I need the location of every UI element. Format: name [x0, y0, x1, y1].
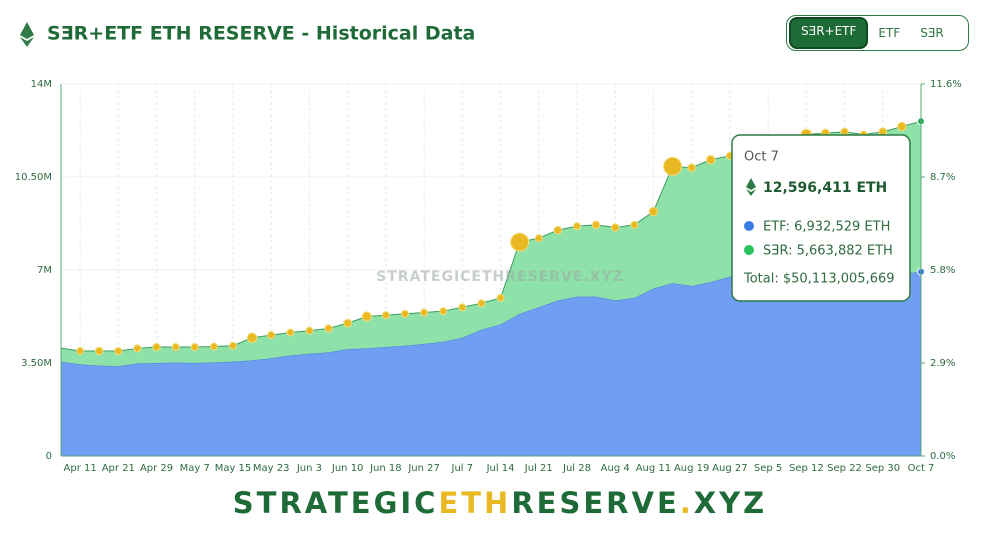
purchase-dot: [114, 346, 123, 356]
purchase-dot: [897, 121, 907, 132]
y2-tick-label: 0.0%: [930, 451, 955, 462]
toggle-button[interactable]: SƎR: [920, 26, 944, 40]
purchase-dot: [573, 222, 581, 231]
purchase-dot: [361, 311, 372, 322]
tooltip-ser: SƎR: 5,663,882 ETH: [763, 244, 893, 259]
logo-part: ETH: [438, 486, 511, 520]
purchase-dot: [305, 326, 314, 335]
toggle-button[interactable]: SƎR+ETF: [789, 17, 869, 49]
purchase-dot: [420, 308, 429, 317]
tooltip: Oct 7 12,596,411 ETH ETF: 6,932,529 ETH …: [731, 134, 911, 302]
x-tick-label: Sep 5: [754, 463, 782, 474]
logo-part: XYZ: [694, 486, 767, 520]
purchase-dot: [553, 225, 563, 235]
logo-part: RESERVE: [511, 486, 679, 520]
logo-part: .: [680, 486, 694, 520]
purchase-dot: [209, 342, 218, 351]
tooltip-date: Oct 7: [744, 150, 779, 165]
purchase-dot: [610, 223, 620, 232]
purchase-dot: [663, 156, 683, 176]
x-tick-label: Apr 11: [64, 463, 97, 474]
x-tick-label: Aug 4: [601, 463, 630, 474]
y-tick-label: 14M: [31, 79, 52, 90]
x-tick-label: Sep 30: [865, 463, 900, 474]
tooltip-etf: ETF: 6,932,529 ETH: [763, 220, 890, 235]
tooltip-usd: Total: $50,113,005,669: [743, 272, 895, 287]
x-tick-label: Jun 27: [407, 463, 440, 474]
purchase-dot: [439, 307, 448, 316]
footer-logo: STRATEGICETHRESERVE.XYZ: [233, 486, 767, 520]
watermark: STRATEGICETHRESERVE.XYZ: [376, 269, 624, 285]
x-tick-label: Jun 10: [331, 463, 364, 474]
y-tick-label: 7M: [37, 265, 52, 276]
purchase-dot: [171, 343, 180, 352]
purchase-dot: [630, 220, 639, 229]
y-tick-label: 3.50M: [21, 358, 52, 369]
tooltip-total: 12,596,411 ETH: [763, 180, 887, 196]
purchase-dot: [591, 220, 601, 230]
purchase-dot: [496, 293, 505, 302]
x-tick-label: Apr 29: [140, 463, 173, 474]
purchase-dot: [190, 342, 199, 352]
area: [61, 121, 921, 367]
purchase-dot: [401, 309, 409, 318]
purchase-dot: [246, 332, 258, 344]
purchase-dot: [152, 342, 161, 352]
x-tick-label: Apr 21: [102, 463, 135, 474]
logo-part: STRATEGIC: [233, 486, 439, 520]
x-tick-label: Jul 14: [486, 463, 515, 474]
area: [61, 271, 921, 456]
purchase-dot: [286, 328, 295, 337]
y-tick-label: 10.50M: [15, 172, 52, 183]
x-tick-label: Aug 11: [636, 463, 671, 474]
purchase-dot: [94, 346, 104, 356]
title: SƎR+ETF ETH RESERVE - Historical Data: [47, 23, 475, 45]
view-toggle: SƎR+ETF ETF SƎR: [786, 15, 969, 51]
purchase-dot: [229, 341, 237, 350]
purchase-dot: [381, 311, 390, 320]
purchase-dot: [324, 324, 333, 333]
y2-tick-label: 2.9%: [930, 358, 955, 369]
purchase-dot: [510, 232, 530, 252]
x-tick-label: May 7: [180, 463, 210, 474]
purchase-dot: [477, 299, 486, 308]
x-tick-label: Aug 27: [712, 463, 747, 474]
y2-tick-label: 8.7%: [930, 172, 955, 183]
purchase-dot: [648, 206, 659, 217]
x-tick-label: Sep 12: [789, 463, 824, 474]
purchase-dot: [267, 331, 276, 340]
x-tick-label: Jul 21: [524, 463, 553, 474]
x-tick-label: Aug 19: [674, 463, 709, 474]
purchase-dot: [76, 347, 85, 356]
purchase-dot: [458, 303, 467, 312]
x-tick-label: Jul 28: [562, 463, 591, 474]
x-tick-label: Jun 3: [296, 463, 322, 474]
purchase-dot: [343, 318, 353, 328]
y2-tick-label: 5.8%: [930, 265, 955, 276]
y-tick-label: 0: [46, 451, 52, 462]
x-tick-label: May 23: [253, 463, 290, 474]
x-tick-label: Oct 7: [908, 463, 935, 474]
purchase-dot: [133, 344, 142, 353]
x-tick-label: Jul 7: [451, 463, 474, 474]
x-tick-label: May 15: [215, 463, 252, 474]
y2-tick-label: 11.6%: [930, 79, 962, 90]
toggle-button[interactable]: ETF: [878, 26, 901, 40]
x-tick-label: Jun 18: [369, 463, 402, 474]
eth-icon: [20, 22, 34, 47]
purchase-dot: [534, 234, 543, 243]
x-tick-label: Sep 22: [827, 463, 862, 474]
purchase-dot: [706, 154, 716, 165]
purchase-dot: [687, 163, 696, 172]
